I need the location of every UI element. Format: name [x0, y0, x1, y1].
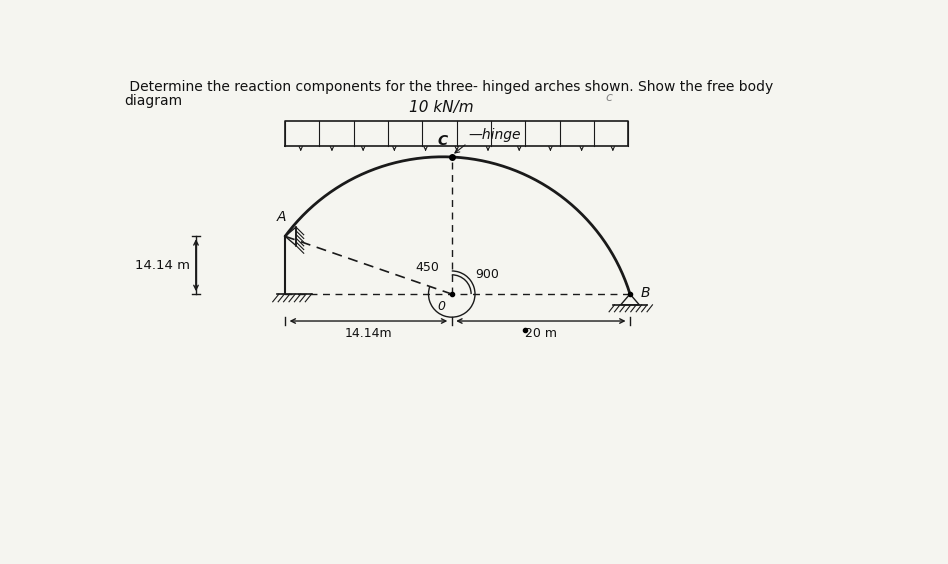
- Text: diagram: diagram: [125, 94, 183, 108]
- Text: 14.14 m: 14.14 m: [135, 259, 190, 272]
- Text: 14.14m: 14.14m: [345, 327, 392, 340]
- Text: 450: 450: [415, 261, 439, 274]
- Text: —hinge: —hinge: [469, 127, 521, 142]
- Text: 20 m: 20 m: [525, 327, 556, 340]
- Text: Determine the reaction components for the three- hinged arches shown. Show the f: Determine the reaction components for th…: [125, 80, 773, 94]
- Text: 900: 900: [475, 268, 499, 281]
- Text: 10 kN/m: 10 kN/m: [409, 100, 474, 114]
- Text: c: c: [605, 91, 612, 104]
- Text: A: A: [277, 210, 286, 224]
- Text: B: B: [641, 285, 650, 299]
- Text: 0: 0: [438, 300, 446, 313]
- Text: C: C: [438, 134, 447, 148]
